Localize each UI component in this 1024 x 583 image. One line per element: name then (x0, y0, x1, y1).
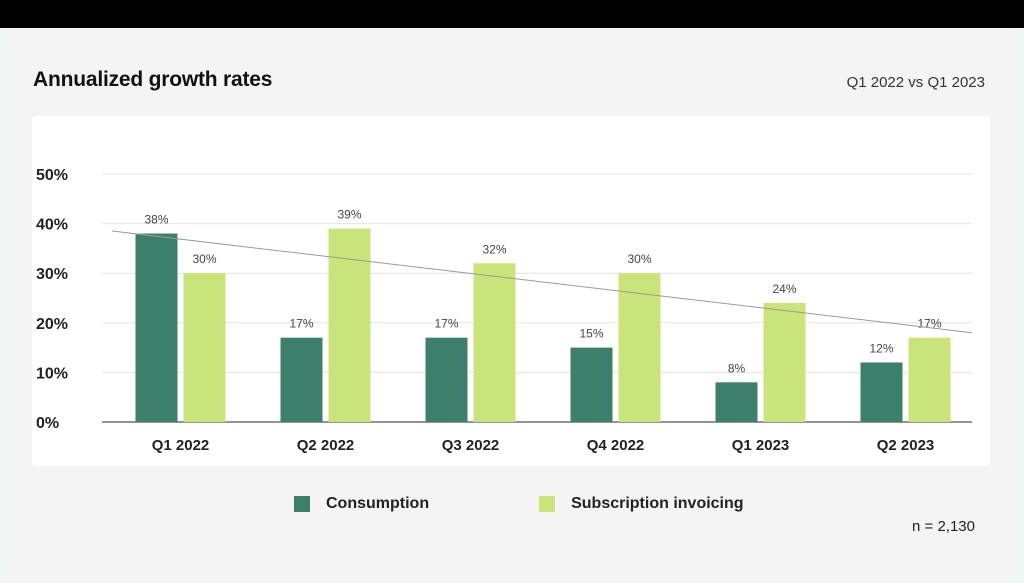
data-label-subscription-1: 39% (337, 208, 361, 222)
x-tick-label-1: Q2 2022 (297, 437, 355, 454)
bar-consumption-4 (715, 382, 758, 422)
bar-consumption-2 (425, 337, 468, 422)
data-label-subscription-0: 30% (192, 252, 216, 266)
bar-subscription-3 (618, 273, 661, 422)
data-label-consumption-2: 17% (434, 317, 458, 331)
bar-subscription-0 (183, 273, 226, 422)
x-tick-label-0: Q1 2022 (152, 437, 210, 454)
x-tick-label-5: Q2 2023 (877, 437, 935, 454)
x-tick-label-4: Q1 2023 (732, 437, 790, 454)
chart-subtitle: Q1 2022 vs Q1 2023 (846, 74, 985, 91)
bar-chart: 0% 10% 20% 30% 40% 50% 38% 30% Q1 2022 17% 39% Q2 2… (36, 167, 973, 454)
chart-panel: 0% 10% 20% 30% 40% 50% 38% 30% Q1 2022 17% 39% Q2 2… (32, 116, 990, 466)
legend-label-subscription: Subscription invoicing (571, 495, 744, 512)
data-label-consumption-4: 8% (728, 361, 746, 375)
y-tick-label-40: 40% (36, 217, 68, 234)
bar-consumption-1 (280, 337, 323, 422)
data-label-consumption-0: 38% (144, 213, 168, 227)
legend-swatch-consumption (294, 496, 310, 512)
x-tick-label-2: Q3 2022 (442, 437, 500, 454)
data-label-subscription-3: 30% (627, 252, 651, 266)
bar-consumption-5 (860, 362, 903, 422)
bar-subscription-4 (763, 302, 806, 422)
legend-label-consumption: Consumption (326, 495, 430, 512)
legend-item-subscription: Subscription invoicing (539, 495, 744, 513)
legend: Consumption Subscription invoicing (294, 493, 854, 515)
data-label-subscription-2: 32% (482, 242, 506, 256)
data-label-consumption-1: 17% (289, 317, 313, 331)
sample-size-note: n = 2,130 (912, 518, 975, 535)
y-tick-label-20: 20% (36, 316, 68, 333)
bar-consumption-0 (135, 233, 178, 422)
chart-title: Annualized growth rates (33, 68, 273, 91)
bar-consumption-3 (570, 347, 613, 422)
y-tick-label-50: 50% (36, 167, 68, 184)
top-black-bar (0, 0, 1024, 28)
bar-subscription-2 (473, 263, 516, 422)
trend-line (111, 230, 973, 334)
data-label-consumption-5: 12% (869, 341, 893, 355)
x-tick-label-3: Q4 2022 (587, 437, 645, 454)
legend-swatch-subscription (539, 496, 556, 512)
data-label-subscription-4: 24% (772, 282, 796, 296)
bar-subscription-5 (908, 337, 951, 422)
legend-item-consumption: Consumption (294, 495, 429, 513)
slide: Annualized growth rates Q1 2022 vs Q1 20… (8, 28, 1015, 580)
y-tick-label-30: 30% (36, 266, 68, 283)
data-label-consumption-3: 15% (579, 327, 603, 341)
y-tick-label-0: 0% (36, 415, 59, 432)
y-tick-label-10: 10% (36, 365, 68, 382)
